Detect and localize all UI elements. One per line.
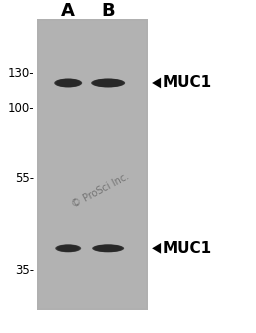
Ellipse shape <box>92 244 124 252</box>
Ellipse shape <box>92 79 124 87</box>
Text: A: A <box>61 2 75 20</box>
Text: MUC1: MUC1 <box>163 76 212 91</box>
Ellipse shape <box>54 79 82 88</box>
Ellipse shape <box>96 80 120 86</box>
Ellipse shape <box>61 246 76 251</box>
Ellipse shape <box>102 247 114 250</box>
Ellipse shape <box>55 79 81 87</box>
Ellipse shape <box>91 79 125 88</box>
Ellipse shape <box>58 245 78 251</box>
Ellipse shape <box>59 80 77 86</box>
Ellipse shape <box>94 245 122 252</box>
Ellipse shape <box>97 245 120 251</box>
Ellipse shape <box>98 246 119 251</box>
Ellipse shape <box>56 245 80 252</box>
Ellipse shape <box>93 79 123 87</box>
Bar <box>37 19 148 310</box>
Ellipse shape <box>62 246 75 250</box>
Text: 35-: 35- <box>15 264 34 277</box>
Text: B: B <box>101 2 115 20</box>
Ellipse shape <box>99 246 118 251</box>
Ellipse shape <box>57 245 79 252</box>
Ellipse shape <box>100 81 117 85</box>
Polygon shape <box>152 243 161 254</box>
Ellipse shape <box>57 80 79 87</box>
Ellipse shape <box>95 80 122 87</box>
Ellipse shape <box>60 80 76 86</box>
Ellipse shape <box>97 80 119 86</box>
Text: 100-: 100- <box>8 102 34 115</box>
Ellipse shape <box>59 245 78 251</box>
Ellipse shape <box>56 79 80 87</box>
Text: MUC1: MUC1 <box>163 241 212 256</box>
Ellipse shape <box>101 81 116 85</box>
Text: © ProSci Inc.: © ProSci Inc. <box>70 171 131 210</box>
Polygon shape <box>152 78 161 88</box>
Ellipse shape <box>55 244 81 252</box>
Ellipse shape <box>98 80 118 86</box>
Text: 130-: 130- <box>8 67 34 80</box>
Ellipse shape <box>63 247 73 250</box>
Ellipse shape <box>100 246 116 250</box>
Ellipse shape <box>62 81 74 85</box>
Ellipse shape <box>60 246 77 251</box>
Ellipse shape <box>95 245 121 251</box>
Ellipse shape <box>58 80 78 86</box>
Text: 55-: 55- <box>15 172 34 185</box>
Ellipse shape <box>62 246 74 250</box>
Ellipse shape <box>102 81 114 85</box>
Ellipse shape <box>101 246 115 250</box>
Bar <box>39 21 146 308</box>
Ellipse shape <box>63 81 73 85</box>
Ellipse shape <box>61 81 75 85</box>
Ellipse shape <box>93 245 123 252</box>
